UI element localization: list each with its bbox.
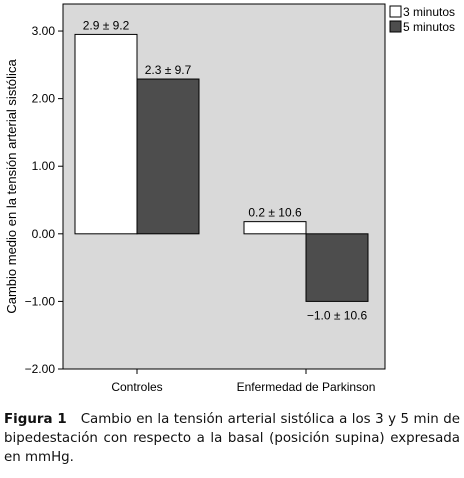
y-tick-label: 0.00 [32,227,56,241]
bar [74,33,138,235]
data-label: 0.2 ± 10.6 [248,206,302,220]
figure-caption: Figura 1 Cambio en la tensión arterial si… [4,410,460,467]
y-tick-label: −1.00 [25,294,56,308]
legend-swatch [389,5,402,18]
category-label: Enfermedad de Parkinson [237,380,376,394]
plot-frame [62,3,386,370]
bar [136,78,200,235]
y-tick-label: −2.00 [25,362,56,376]
y-tick-label: 3.00 [32,24,56,38]
legend-swatch [389,20,402,33]
bar [243,221,307,235]
chart: 3.00 2.00 1.00 0.00 −1.00 −2.00 2.9 ± 9.2 2.3 … [4,3,455,394]
legend-label: 5 minutos [403,20,455,34]
data-label: 2.3 ± 9.7 [145,63,192,77]
y-tick-label: 2.00 [32,92,56,106]
caption-label: Figura 1 [4,412,67,427]
y-axis-title: Cambio medio en la tensión arterial sist… [4,59,19,314]
data-label: 2.9 ± 9.2 [83,18,130,32]
bar [305,233,369,302]
category-label: Controles [111,380,162,394]
legend-label: 3 minutos [403,5,455,19]
data-label: −1.0 ± 10.6 [307,308,368,322]
bar-chart-svg: 3.00 2.00 1.00 0.00 −1.00 −2.00 2.9 ± 9.2 2.3 … [4,3,455,394]
y-tick-label: 1.00 [32,159,56,173]
caption-text: Cambio en la tensión arterial sistólica … [4,412,460,465]
